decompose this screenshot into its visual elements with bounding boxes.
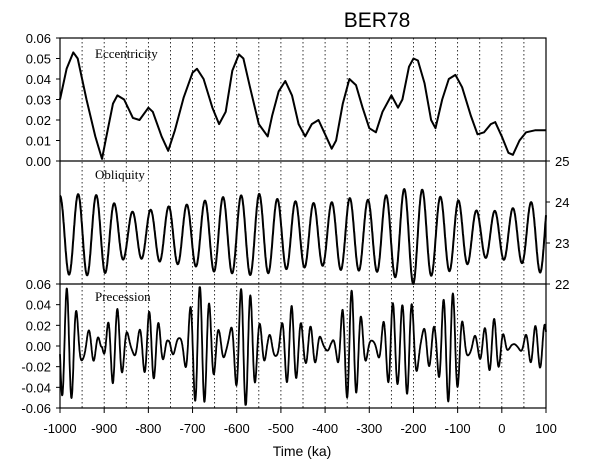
y-tick-label: 0.04: [26, 298, 51, 313]
x-tick-label: -800: [135, 421, 161, 436]
y-tick-label: 22: [555, 277, 569, 292]
x-tick-label: -100: [445, 421, 471, 436]
x-tick-label: -1000: [43, 421, 76, 436]
obliquity-panel: Obliquity 22 23 24 25: [59, 154, 569, 292]
x-tick-label: -200: [400, 421, 426, 436]
x-tick-label: -600: [224, 421, 250, 436]
y-tick-label: 0.02: [26, 318, 51, 333]
x-tick-label: -900: [91, 421, 117, 436]
eccentricity-label: Eccentricity: [95, 46, 158, 61]
eccentricity-series: [59, 51, 546, 160]
obliquity-label: Obliquity: [95, 167, 145, 182]
y-tick-label: 0.02: [26, 113, 51, 128]
x-axis-label: Time (ka): [273, 443, 332, 459]
plot-frame: [59, 37, 547, 409]
y-tick-label: 0.03: [26, 93, 51, 108]
precession-panel: Precession 0.06 0.04 0.02 0.00 -0.02 -0.04 -0.…: [21, 277, 547, 416]
x-tick-label: 0: [498, 421, 505, 436]
chart-title: BER78: [344, 9, 411, 32]
obliquity-series: [59, 188, 547, 285]
x-tick-label: -700: [180, 421, 206, 436]
y-tick-label: 25: [555, 154, 569, 169]
y-tick-label: 0.06: [26, 277, 51, 292]
y-tick-label: -0.04: [21, 380, 51, 395]
x-tick-label: -500: [268, 421, 294, 436]
y-tick-label: -0.06: [21, 401, 51, 416]
y-tick-label: 0.05: [26, 52, 51, 67]
y-tick-label: 0.04: [26, 72, 51, 87]
y-tick-label: 0.00: [26, 154, 51, 169]
x-axis: -1000 -900 -800 -700 -600 -500 -400 -300 -200 -10…: [43, 408, 557, 436]
eccentricity-panel: Eccentricity 0.00 0.01 0.02 0.03 0.04 0.05 0.0…: [26, 31, 546, 169]
y-tick-label: 24: [555, 195, 569, 210]
x-tick-label: -400: [312, 421, 338, 436]
precession-label: Precession: [95, 289, 151, 304]
y-tick-label: 0.06: [26, 31, 51, 46]
y-tick-label: -0.02: [21, 360, 51, 375]
x-tick-label: 100: [535, 421, 557, 436]
y-tick-label: 0.00: [26, 339, 51, 354]
y-tick-label: 23: [555, 236, 569, 251]
x-tick-label: -300: [356, 421, 382, 436]
y-tick-label: 0.01: [26, 134, 51, 149]
precession-series: [59, 286, 547, 406]
